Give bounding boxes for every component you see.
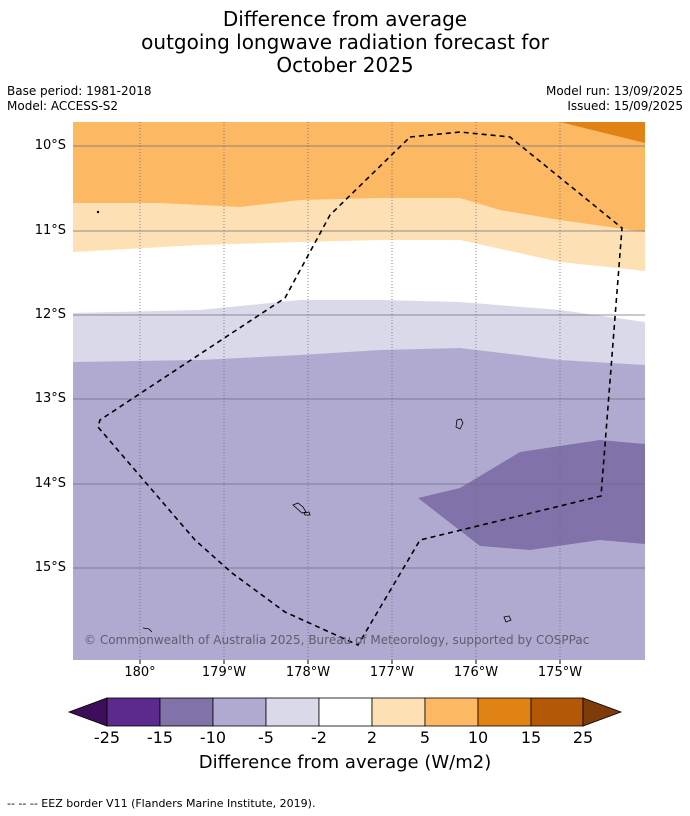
lat-label: 11°S: [34, 223, 66, 238]
anomaly-band-plus2-plus5: [73, 195, 645, 271]
map-plot-area: [73, 122, 645, 660]
chart-title: Difference from average outgoing longwav…: [0, 8, 690, 77]
islet-north: [96, 210, 100, 214]
colorbar-tick: 25: [572, 728, 594, 747]
lon-label: 175°W: [537, 665, 583, 680]
copyright-notice: © Commonwealth of Australia 2025, Bureau…: [84, 633, 590, 647]
colorbar-tick: 5: [419, 728, 431, 747]
colorbar-tick: -15: [146, 728, 174, 747]
colorbar-tick: -2: [311, 728, 327, 747]
lat-label: 15°S: [34, 560, 66, 575]
colorbar-segment-4: [318, 697, 373, 727]
title-line-3: October 2025: [276, 53, 414, 77]
colorbar-segment-0: [106, 697, 161, 727]
colorbar-segment-6: [424, 697, 479, 727]
lat-label: 10°S: [34, 138, 66, 153]
island-alofi: [303, 511, 311, 516]
lat-label: 13°S: [34, 391, 66, 406]
colorbar-segment-8: [530, 697, 584, 727]
island-outlines: [96, 210, 512, 633]
colorbar-extend-low: [67, 697, 108, 727]
lon-label: 179°W: [201, 665, 247, 680]
graticule: [73, 122, 645, 660]
base-period: Base period: 1981-2018: [7, 84, 152, 98]
model-name: Model: ACCESS-S2: [7, 99, 119, 113]
anomaly-band-minus2-plus2: [73, 230, 645, 322]
anomaly-band-minus15-minus10: [418, 440, 645, 550]
colorbar: [67, 697, 623, 727]
island-futuna: [292, 502, 307, 514]
colorbar-tick: 2: [366, 728, 378, 747]
lon-label: 178°W: [285, 665, 331, 680]
issued-date: Issued: 15/09/2025: [567, 99, 683, 113]
eez-border-line: [97, 131, 623, 647]
lon-ticks: [139, 660, 561, 664]
lon-label: 180°: [124, 665, 156, 680]
colorbar-tick: -5: [258, 728, 274, 747]
lat-label: 12°S: [34, 307, 66, 322]
island-west: [142, 627, 153, 633]
meta-left: Base period: 1981-2018 Model: ACCESS-S2: [7, 84, 152, 114]
lon-label: 177°W: [369, 665, 415, 680]
meta-right: Model run: 13/09/2025 Issued: 15/09/2025: [546, 84, 683, 114]
title-line-1: Difference from average: [222, 7, 468, 31]
colorbar-segment-7: [477, 697, 532, 727]
colorbar-segment-3: [265, 697, 320, 727]
anomaly-band-plus5-plus10: [73, 122, 645, 232]
colorbar-tick: 10: [467, 728, 489, 747]
colorbar-tick: 15: [520, 728, 542, 747]
lon-label: 176°W: [453, 665, 499, 680]
colorbar-extend-high: [582, 697, 623, 727]
model-run: Model run: 13/09/2025: [545, 84, 683, 98]
colorbar-tick: -10: [199, 728, 227, 747]
anomaly-band-plus10-plus15: [560, 122, 645, 143]
island-wallis: [455, 418, 464, 430]
title-line-2: outgoing longwave radiation forecast for: [141, 30, 549, 54]
island-small-south: [503, 615, 512, 623]
lat-label: 14°S: [34, 476, 66, 491]
colorbar-segment-1: [159, 697, 214, 727]
eez-footnote: -- -- -- EEZ border V11 (Flanders Marine…: [7, 797, 316, 810]
colorbar-segment-2: [212, 697, 267, 727]
colorbar-segment-5: [371, 697, 426, 727]
colorbar-tick: -25: [93, 728, 121, 747]
colorbar-label: Difference from average (W/m2): [198, 752, 492, 773]
